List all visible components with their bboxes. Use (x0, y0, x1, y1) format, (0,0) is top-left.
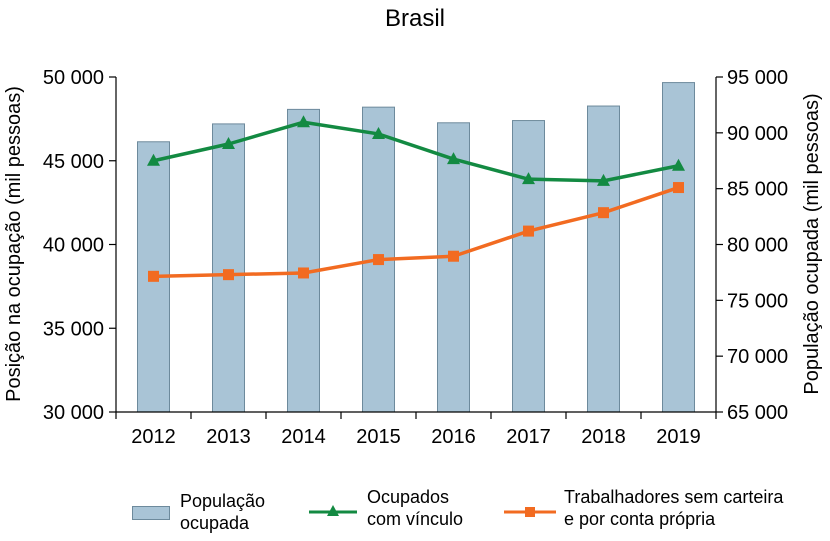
point-trabalhadores-2017 (523, 225, 534, 237)
bar-2018 (587, 105, 620, 413)
point-trabalhadores-2015 (373, 254, 384, 266)
bar-2014 (287, 108, 320, 413)
axes-group: 30 000 35 000 40 000 45 000 50 000 65 000 70 0… (43, 67, 788, 448)
point-trabalhadores-2019 (673, 182, 684, 194)
y-tick-label-right: 80 000 (727, 235, 788, 257)
legend-item-ocupados: Ocupados com vínculo (305, 484, 505, 540)
point-trabalhadores-2016 (448, 250, 459, 262)
x-tick-label: 2012 (131, 426, 176, 448)
y-tick-label-right: 85 000 (727, 179, 788, 201)
y-tick-label-left: 50 000 (43, 67, 104, 89)
chart: Brasil 30 000 35 000 40 000 45 000 50 000 65 … (3, 5, 823, 448)
line-series-2 (153, 185, 680, 279)
line-series-1 (153, 120, 679, 183)
x-tick-label: 2019 (656, 426, 701, 448)
point-trabalhadores-2014 (298, 267, 309, 279)
y-tick-label-left: 40 000 (43, 235, 104, 257)
y-tick-label-right: 75 000 (727, 290, 788, 312)
bar-2016 (437, 122, 470, 413)
point-ocupados-2017 (522, 172, 535, 185)
point-ocupados-2012 (147, 153, 160, 166)
bar-2013 (212, 123, 245, 413)
x-tick-label: 2016 (431, 426, 476, 448)
bar-2019 (662, 82, 695, 413)
x-tick-label: 2015 (356, 426, 401, 448)
point-ocupados-2014 (297, 115, 310, 128)
y-axis-left-label: Posição na ocupação (mil pessoas) (3, 86, 25, 402)
point-trabalhadores-2013 (223, 269, 234, 281)
legend-label-ocupados: Ocupados com vínculo (367, 487, 464, 529)
y-tick-label-left: 35 000 (43, 318, 104, 340)
x-tick-label: 2017 (506, 426, 551, 448)
legend-swatch-triangle-line (309, 505, 357, 516)
y-tick-label-right: 65 000 (727, 402, 788, 424)
point-ocupados-2019 (672, 158, 685, 171)
y-tick-label-left: 45 000 (43, 151, 104, 173)
x-tick-label: 2014 (281, 426, 326, 448)
lines-group (147, 115, 685, 282)
point-ocupados-2015 (372, 126, 385, 139)
point-trabalhadores-2012 (148, 270, 159, 282)
point-ocupados-2016 (447, 152, 460, 165)
chart-title: Brasil (385, 5, 445, 32)
bar-2017 (512, 120, 545, 413)
x-tick-label: 2018 (581, 426, 626, 448)
legend-label-populacao: População ocupada (180, 491, 266, 533)
point-ocupados-2013 (222, 137, 235, 149)
legend-item-trabalhadores: Trabalhadores sem carteira e por conta p… (500, 484, 830, 540)
legend-item-populacao: População ocupada (130, 484, 310, 540)
bars-group (137, 82, 695, 413)
legend-label-trabalhadores: Trabalhadores sem carteira e por conta p… (564, 487, 784, 529)
y-tick-label-right: 70 000 (727, 346, 788, 368)
legend-swatch-square-line (504, 507, 556, 517)
legend-swatch-bar (132, 506, 170, 520)
point-ocupados-2018 (597, 173, 610, 186)
y-tick-label-right: 95 000 (727, 67, 788, 89)
point-trabalhadores-2018 (598, 207, 609, 219)
y-tick-label-right: 90 000 (727, 123, 788, 145)
y-axis-right-label: População ocupada (mil pessoas) (801, 93, 823, 394)
y-tick-label-left: 30 000 (43, 402, 104, 424)
x-tick-label: 2013 (206, 426, 251, 448)
